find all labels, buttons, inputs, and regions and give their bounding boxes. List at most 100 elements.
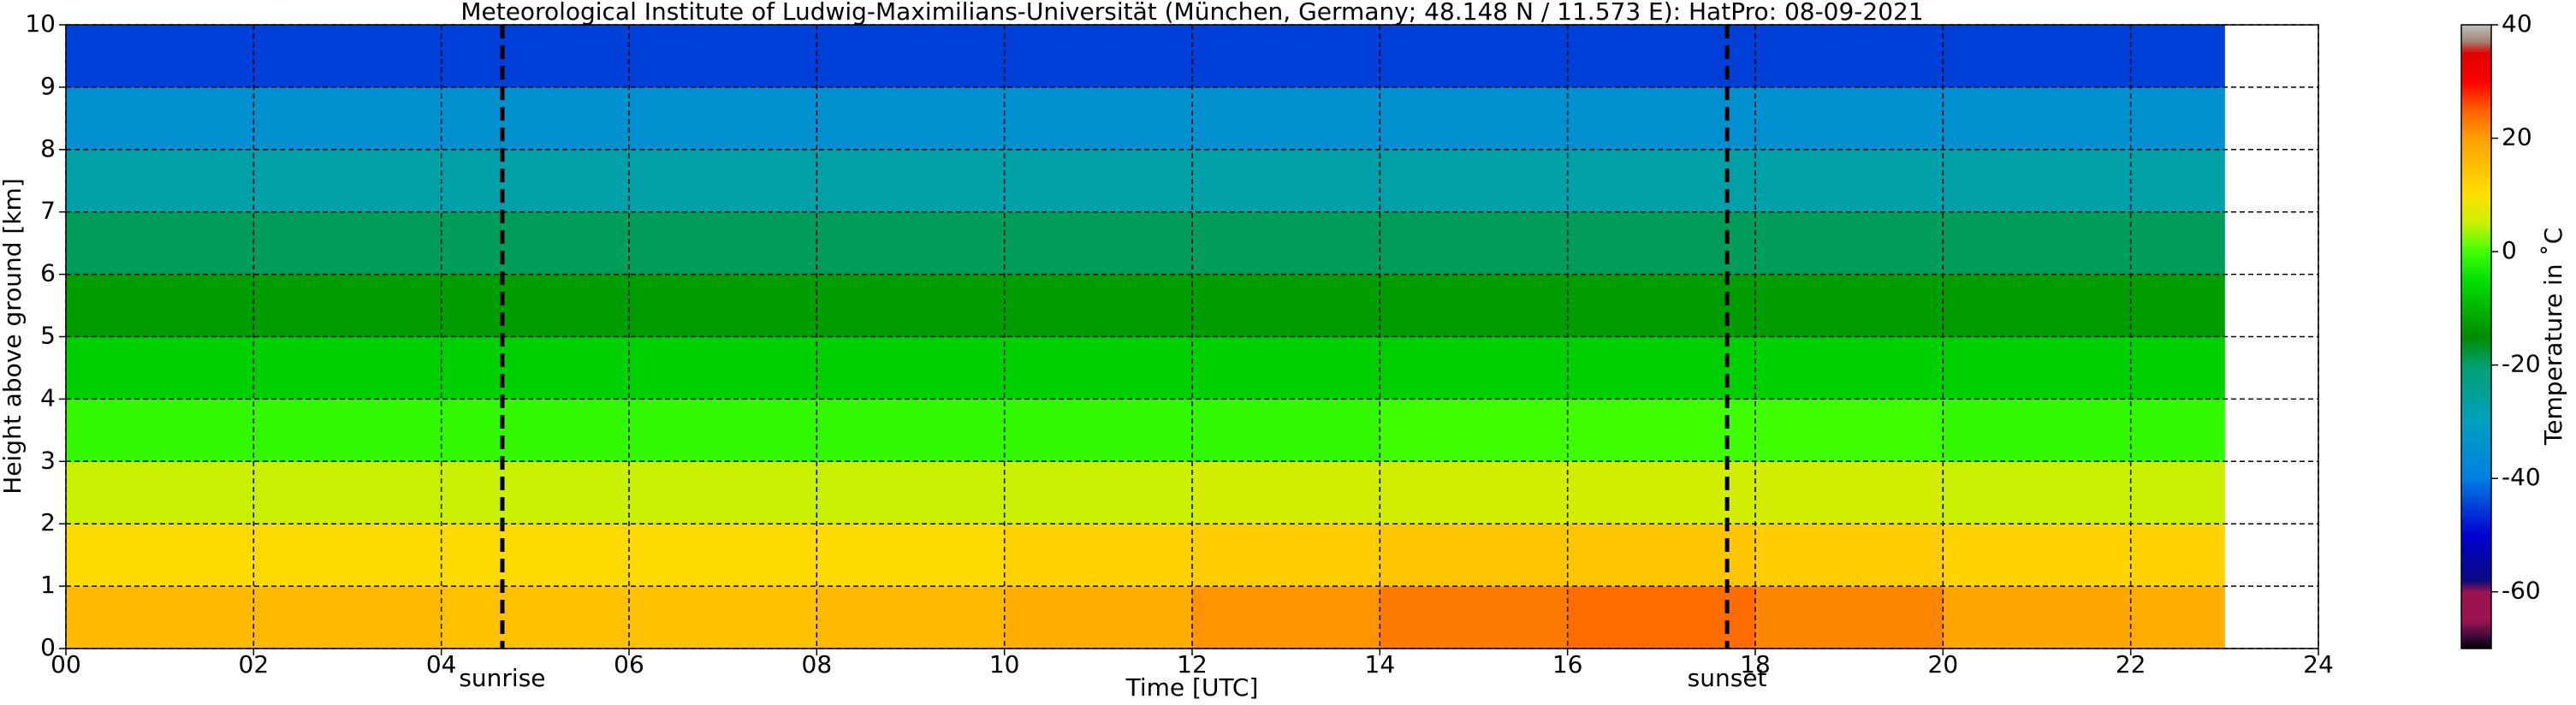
heatmap-cell [1004, 149, 1193, 213]
chart-title: Meteorological Institute of Ludwig-Maxim… [460, 0, 1923, 26]
colorbar-segment [2461, 138, 2491, 196]
y-tick-label: 6 [40, 259, 56, 287]
heatmap-cell [2130, 524, 2225, 587]
colorbar-segment [2461, 280, 2491, 337]
heatmap-cell [1567, 211, 1756, 275]
x-tick-label: 10 [989, 650, 1020, 678]
colorbar-segment [2461, 619, 2491, 638]
heatmap-cell [1192, 274, 1380, 337]
colorbar-segment [2461, 336, 2491, 366]
heatmap-cell [1380, 586, 1569, 649]
colorbar-tick-label: 40 [2502, 9, 2532, 38]
x-tick-label: 22 [2116, 650, 2146, 678]
colorbar-tick-label: -40 [2502, 463, 2541, 491]
heatmap-cell [66, 336, 254, 400]
heatmap-cell [1192, 586, 1380, 649]
heatmap-cell [1004, 86, 1193, 151]
heatmap-cell [1943, 25, 2132, 88]
heatmap-cell [1567, 25, 1756, 88]
heatmap-cell [1192, 86, 1380, 151]
heatmap-cell [66, 586, 254, 649]
heatmap-cell [1943, 399, 2132, 462]
x-tick-label: 06 [614, 650, 644, 678]
heatmap-cell [1755, 86, 1944, 151]
heatmap-cell [1943, 86, 2132, 151]
heatmap-cell [441, 399, 630, 462]
heatmap-cell [629, 211, 817, 275]
heatmap-cell [441, 336, 630, 400]
x-tick-label: 00 [50, 650, 81, 678]
heatmap-cell [253, 25, 442, 88]
heatmap-cell [1004, 274, 1193, 337]
heatmap-cell [1755, 274, 1944, 337]
heatmap-cell [1380, 336, 1569, 400]
heatmap-cell [66, 274, 254, 337]
heatmap-cell [66, 461, 254, 524]
heatmap-cell [1567, 461, 1756, 524]
heatmap-cell [1004, 586, 1193, 649]
heatmap-cell [253, 274, 442, 337]
heatmap-cell [2130, 149, 2225, 213]
heatmap-cell [1380, 211, 1569, 275]
heatmap-cell [2130, 399, 2225, 462]
heatmap-cell [66, 86, 254, 151]
heatmap-cell [2130, 274, 2225, 337]
x-tick-label: 08 [802, 650, 833, 678]
heatmap-cell [816, 211, 1006, 275]
heatmap-cell [816, 274, 1006, 337]
colorbar-tick-label: 20 [2502, 123, 2532, 151]
colorbar-label: Temperature in ˚C [2539, 228, 2567, 446]
heatmap-cell [1004, 211, 1193, 275]
heatmap-cell [1755, 524, 1944, 587]
heatmap-cell [629, 524, 817, 587]
heatmap-cell [629, 86, 817, 151]
heatmap-cell [441, 461, 630, 524]
y-tick-label: 8 [40, 134, 56, 163]
heatmap-cell [1567, 274, 1756, 337]
heatmap-cell [441, 25, 630, 88]
colorbar-segment [2461, 222, 2491, 252]
heatmap-cell [1380, 461, 1569, 524]
heatmap-cell [2130, 25, 2225, 88]
heatmap-cell [816, 524, 1006, 587]
heatmap-cell [1943, 586, 2132, 649]
heatmap-cell [253, 399, 442, 462]
heatmap-cell [1192, 399, 1380, 462]
x-tick-label: 18 [1740, 650, 1771, 678]
heatmap-cell [66, 211, 254, 275]
event-label: sunset [1688, 664, 1767, 692]
x-axis-label: Time [UTC] [1125, 673, 1259, 702]
x-tick-label: 16 [1552, 650, 1583, 678]
heatmap-cell [1380, 399, 1569, 462]
heatmap-cell [1943, 149, 2132, 213]
heatmap-cell [1567, 524, 1756, 587]
x-tick-label: 14 [1365, 650, 1396, 678]
colorbar-segment [2461, 53, 2491, 82]
heatmap-cell [253, 461, 442, 524]
heatmap-cell [629, 336, 817, 400]
heatmap-cell [1943, 274, 2132, 337]
plot-frame [65, 24, 2319, 649]
heatmap-cell [1943, 461, 2132, 524]
colorbar-tick-label: 0 [2502, 236, 2517, 264]
heatmap-cell [2130, 86, 2225, 151]
heatmap-cell [441, 211, 630, 275]
y-tick-label: 9 [40, 72, 56, 100]
colorbar-segment [2461, 478, 2491, 536]
heatmap-cell [1755, 336, 1944, 400]
heatmap-cell [629, 461, 817, 524]
heatmap-cell [1380, 25, 1569, 88]
heatmap-cell [66, 524, 254, 587]
heatmap-cell [441, 274, 630, 337]
heatmap-cell [816, 25, 1006, 88]
colorbar-frame [2460, 24, 2492, 649]
x-tick-label: 20 [1928, 650, 1959, 678]
y-tick-label: 1 [40, 571, 56, 599]
y-tick-label: 7 [40, 197, 56, 225]
colorbar-segment [2461, 41, 2491, 54]
heatmap-cell [66, 399, 254, 462]
heatmap-cell [1380, 149, 1569, 213]
heatmap-cell [2130, 461, 2225, 524]
x-tick-label: 04 [426, 650, 457, 678]
heatmap-cell [816, 461, 1006, 524]
